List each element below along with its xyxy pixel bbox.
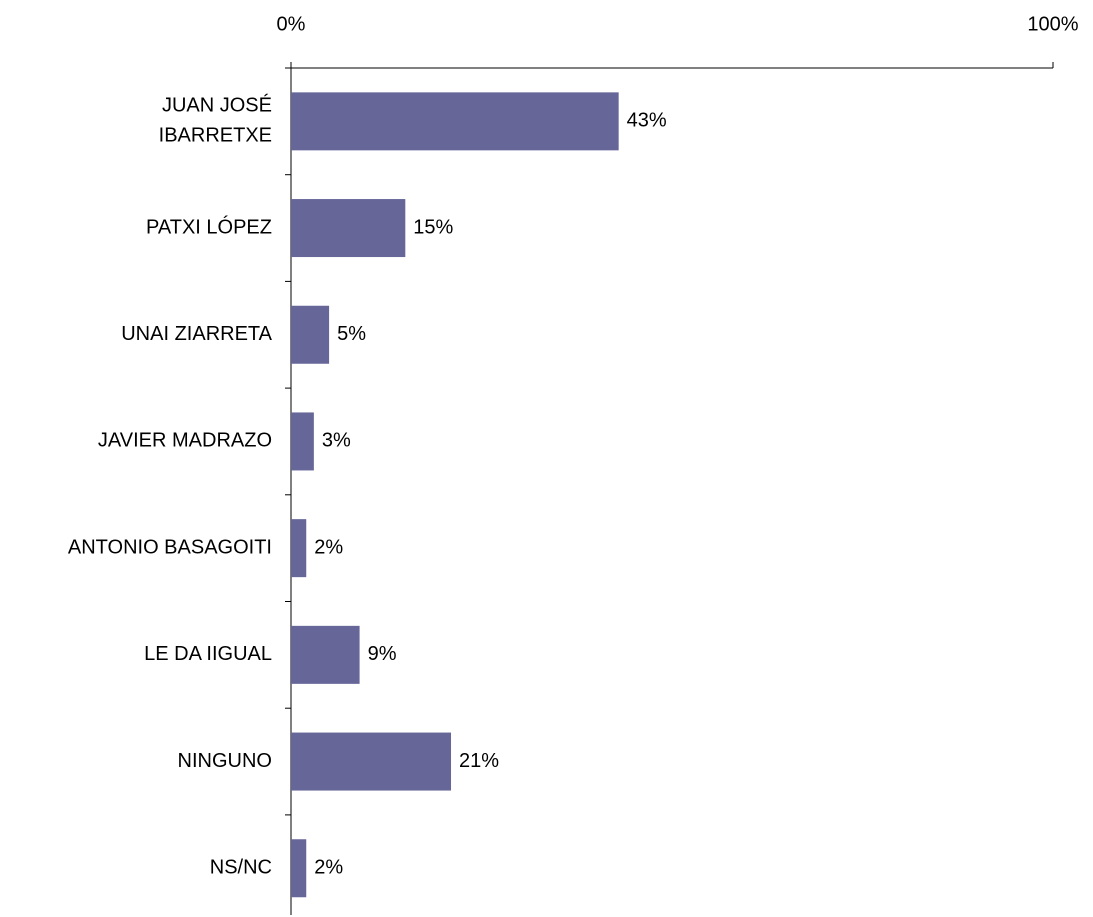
value-label: 9% bbox=[368, 643, 397, 665]
bar bbox=[291, 625, 360, 684]
value-label: 2% bbox=[314, 857, 343, 879]
label-line: JUAN JOSÉ bbox=[162, 94, 272, 117]
bar bbox=[291, 839, 307, 898]
y-tick-label: JAVIER MADRAZO bbox=[98, 430, 272, 452]
label-line: IBARRETXE bbox=[159, 125, 272, 147]
y-tick-label: LE DA IIGUAL bbox=[144, 643, 272, 665]
y-tick-label: NINGUNO bbox=[178, 750, 272, 772]
x-tick-label: 0% bbox=[277, 13, 306, 35]
bar bbox=[291, 412, 314, 471]
value-label: 5% bbox=[337, 323, 366, 345]
value-label: 15% bbox=[413, 216, 453, 238]
bar bbox=[291, 732, 452, 791]
bar bbox=[291, 305, 330, 364]
value-label: 43% bbox=[627, 110, 667, 132]
y-tick-label: NS/NC bbox=[210, 857, 272, 879]
y-tick-label: ANTONIO BASAGOITI bbox=[68, 536, 272, 558]
bar bbox=[291, 519, 307, 578]
value-label: 3% bbox=[322, 430, 351, 452]
bar bbox=[291, 199, 406, 258]
y-tick-label: PATXI LÓPEZ bbox=[146, 215, 272, 238]
y-tick-label: UNAI ZIARRETA bbox=[121, 323, 272, 345]
x-tick-label: 100% bbox=[1027, 13, 1078, 35]
bar bbox=[291, 92, 619, 151]
value-label: 2% bbox=[314, 536, 343, 558]
value-label: 21% bbox=[459, 750, 499, 772]
y-tick-label: JUAN JOSÉ IBARRETXE bbox=[159, 94, 272, 147]
